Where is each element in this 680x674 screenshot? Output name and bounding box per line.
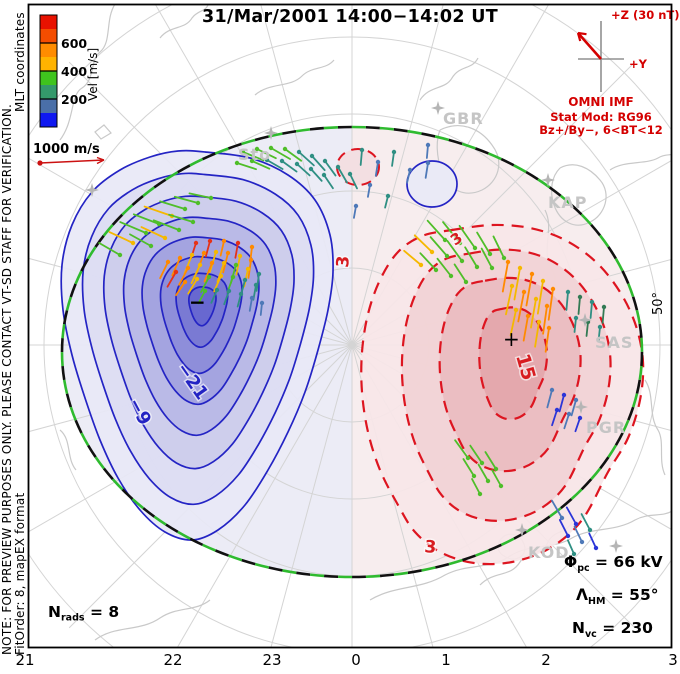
nvc-value: = 230 [597,619,653,637]
contour-label-3c: 3 [424,537,438,558]
station-label-gbr: GBR [443,109,484,128]
nvc-base: N [572,619,585,637]
mlt-label-21: 21 [15,651,34,669]
velocity-colorbar [39,14,58,128]
imf-z-label: +Z (30 nT) [611,8,680,22]
imf-dial [576,21,624,92]
mlt-label-2: 2 [541,651,551,669]
radar-site-markers [85,101,623,553]
imf-y-label: +Y [629,57,648,71]
imf-source-label: OMNI IMF [568,95,633,109]
station-label-sto: Sto [238,145,271,164]
fit-order-note: FitOrder: 8, mapEX format [13,493,27,655]
lambda-value: = 55° [605,586,658,604]
contour-label-3a: 3 [333,255,354,269]
mlt-label-0: 0 [351,651,361,669]
phi-sub: pc [577,563,589,574]
plot-title: 31/Mar/2001 14:00−14:02 UT [202,7,498,27]
imf-model-label: Stat Mod: RG96 [550,110,652,124]
lambda-base: Λ [576,586,588,604]
potential-contour-cells [60,148,645,566]
station-label-pgr: PGR [586,418,626,437]
station-label-sas: SAS [595,333,633,352]
nvc-sub: vc [585,629,597,640]
nvc-stat: Nvc = 230 [572,619,653,640]
colorbar-tick-600: 600 [61,36,87,51]
phi-pc-stat: Φpc = 66 kV [564,553,663,574]
phi-base: Φ [564,553,577,571]
reference-vector-label: 1000 m/s [33,142,100,157]
colorbar-tick-400: 400 [61,64,87,79]
colorbar-label: Vel [m/s] [86,48,100,101]
colorbar-tick-200: 200 [61,92,87,107]
mlt-label-1: 1 [441,651,451,669]
mlt-label-23: 23 [262,651,281,669]
nrads-stat: Nrads = 8 [48,603,119,624]
dawn-cell-plus-sign: + [503,327,520,351]
nrads-sub: rads [61,613,85,624]
imf-condition-label: Bz+/By−, 6<BT<12 [539,123,662,137]
heppner-maynard-boundary [60,125,644,579]
lambda-sub: HM [588,596,605,607]
phi-value: = 66 kV [590,553,663,571]
mlt-coordinates-label: MLT coordinates [13,12,27,112]
mlt-label-22: 22 [163,651,182,669]
plot-frame [27,3,673,649]
velocity-vectors [98,142,607,557]
dusk-cell-minus-sign: − [189,290,206,314]
mlt-label-3: 3 [668,651,678,669]
reference-vector-arrow [37,156,105,166]
station-label-kod: KOD [528,543,570,562]
nrads-base: N [48,603,61,621]
lambda-hm-stat: ΛHM = 55° [576,586,659,607]
latitude-ring-label: 50° [651,292,666,315]
preview-note: NOTE: FOR PREVIEW PURPOSES ONLY. PLEASE … [0,104,14,655]
station-label-kap: KAP [548,193,588,212]
nrads-value: = 8 [85,603,120,621]
radar-station-labels: Sto GBR KAP SAS PGR KOD [238,109,633,562]
